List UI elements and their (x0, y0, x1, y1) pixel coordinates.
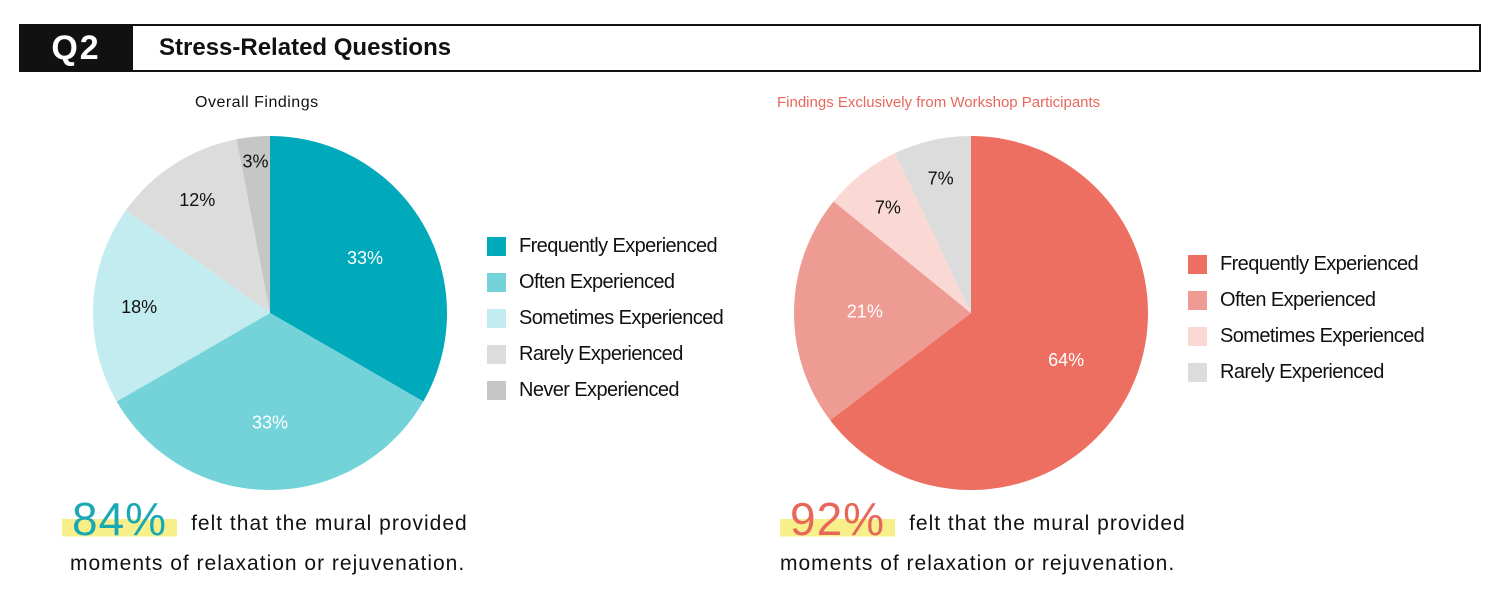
legend-label: Rarely Experienced (519, 342, 683, 365)
overall-legend: Frequently Experienced Often Experienced S… (487, 228, 724, 408)
workshop-slice-label-sometimes-experienced: 7% (875, 197, 901, 217)
workshop-slice-frequently-experienced (830, 136, 1148, 491)
workshop-legend-item-often-experienced: Often Experienced (1188, 282, 1424, 318)
overall-legend-item-sometimes-experienced: Sometimes Experienced (487, 300, 724, 336)
overall-slice-label-frequently-experienced: 33% (347, 248, 383, 268)
workshop-slice-rarely-experienced (894, 136, 971, 313)
overall-slice-never-experienced (236, 136, 270, 313)
section-title: Stress-Related Questions (159, 34, 452, 61)
legend-swatch (487, 236, 506, 256)
workshop-slice-label-often-experienced: 21% (847, 301, 883, 321)
overall-slice-sometimes-experienced (93, 210, 271, 402)
legend-swatch (1188, 254, 1207, 274)
legend-swatch (487, 272, 506, 292)
workshop-pie-chart: 64% 21% 7% 7% (794, 136, 1148, 491)
legend-swatch (1188, 290, 1207, 310)
overall-slice-label-often-experienced: 33% (252, 413, 288, 433)
overall-findings-panel: Overall Findings 33% 33% 18% 12% 3% Frequent… (0, 80, 750, 606)
legend-swatch (1188, 362, 1207, 382)
legend-swatch (487, 308, 506, 328)
chart-title-workshop: Findings Exclusively from Workshop Parti… (777, 94, 1101, 111)
legend-label: Frequently Experienced (1220, 252, 1419, 275)
workshop-legend-item-sometimes-experienced: Sometimes Experienced (1188, 318, 1425, 354)
overall-slice-frequently-experienced (270, 136, 447, 402)
legend-label: Sometimes Experienced (1220, 324, 1425, 347)
legend-label: Often Experienced (519, 270, 675, 293)
overall-pie-chart: 33% 33% 18% 12% 3% (93, 136, 447, 490)
legend-swatch (487, 344, 506, 364)
workshop-legend-item-rarely-experienced: Rarely Experienced (1188, 354, 1424, 390)
workshop-summary: 92% felt that the mural provided moments… (780, 496, 1186, 576)
legend-label: Rarely Experienced (1220, 360, 1384, 383)
overall-slice-label-rarely-experienced: 12% (179, 190, 215, 210)
workshop-legend-item-frequently-experienced: Frequently Experienced (1188, 246, 1424, 282)
legend-label: Frequently Experienced (519, 234, 718, 257)
section-header: Q2 Stress-Related Questions (19, 24, 1481, 72)
legend-swatch (487, 380, 506, 400)
overall-summary: 84% felt that the mural provided moments… (62, 496, 468, 576)
workshop-summary-text-line1: felt that the mural provided (909, 512, 1186, 535)
question-number-badge: Q2 (19, 24, 133, 72)
overall-legend-item-rarely-experienced: Rarely Experienced (487, 336, 723, 372)
workshop-slice-sometimes-experienced (833, 153, 971, 313)
workshop-slice-label-frequently-experienced: 64% (1048, 350, 1084, 370)
workshop-slice-often-experienced (794, 201, 971, 421)
overall-legend-item-often-experienced: Often Experienced (487, 264, 723, 300)
overall-slice-rarely-experienced (125, 139, 270, 313)
overall-summary-text-line2: moments of relaxation or rejuvenation. (70, 552, 466, 575)
legend-label: Never Experienced (519, 378, 679, 401)
overall-summary-text-line1: felt that the mural provided (191, 512, 468, 535)
overall-summary-percent: 84% (62, 496, 178, 542)
overall-slice-label-never-experienced: 3% (243, 151, 269, 171)
workshop-legend: Frequently Experienced Often Experienced S… (1188, 246, 1425, 390)
overall-legend-item-never-experienced: Never Experienced (487, 372, 723, 408)
overall-legend-item-frequently-experienced: Frequently Experienced (487, 228, 723, 264)
workshop-summary-text-line2: moments of relaxation or rejuvenation. (780, 552, 1176, 575)
legend-swatch (1188, 326, 1207, 346)
workshop-slice-label-rarely-experienced: 7% (928, 168, 954, 188)
overall-slice-label-sometimes-experienced: 18% (121, 297, 157, 317)
legend-label: Sometimes Experienced (519, 306, 724, 329)
workshop-findings-panel: Findings Exclusively from Workshop Parti… (750, 80, 1500, 606)
workshop-summary-percent: 92% (780, 496, 896, 542)
chart-title-overall: Overall Findings (195, 94, 319, 111)
legend-label: Often Experienced (1220, 288, 1376, 311)
